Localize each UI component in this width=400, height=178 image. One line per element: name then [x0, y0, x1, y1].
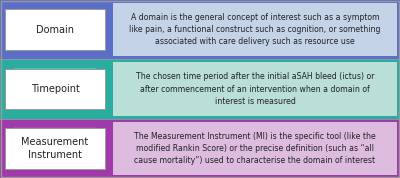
Polygon shape — [28, 132, 82, 160]
Bar — [0, 0, 400, 59]
Bar — [0, 119, 400, 178]
Polygon shape — [28, 72, 82, 101]
Bar — [113, 62, 397, 116]
Text: The chosen time period after the initial aSAH bleed (ictus) or
after commencemen: The chosen time period after the initial… — [136, 72, 374, 106]
Polygon shape — [28, 13, 82, 41]
Text: The Measurement Instrument (MI) is the specific tool (like the
modified Rankin S: The Measurement Instrument (MI) is the s… — [134, 132, 376, 165]
Bar — [5, 128, 105, 169]
Bar — [5, 69, 105, 109]
Polygon shape — [14, 9, 96, 50]
Bar — [113, 3, 397, 56]
Text: Measurement
Instrument: Measurement Instrument — [21, 137, 89, 159]
Text: A domain is the general concept of interest such as a symptom
like pain, a funct: A domain is the general concept of inter… — [129, 13, 381, 46]
Bar — [113, 122, 397, 175]
Bar — [5, 9, 105, 50]
Bar — [0, 59, 400, 119]
Text: Timepoint: Timepoint — [30, 84, 80, 94]
Polygon shape — [14, 128, 96, 169]
Text: Domain: Domain — [36, 25, 74, 35]
Polygon shape — [14, 68, 96, 110]
